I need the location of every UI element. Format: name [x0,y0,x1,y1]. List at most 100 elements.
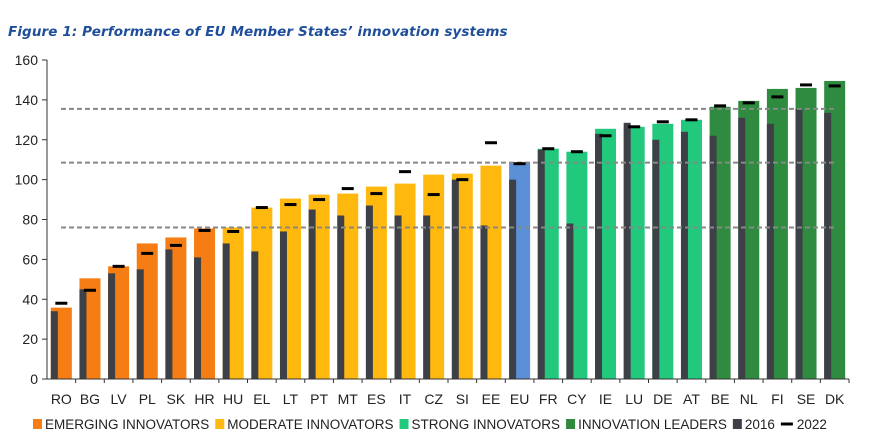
bar-2016-ee [480,225,488,379]
y-tick-label: 20 [22,331,38,347]
bar-2016-de [652,139,660,379]
legend-label-moderate: MODERATE INNOVATORS [227,417,393,432]
bar-2016-ie [595,133,603,379]
bar-2016-nl [738,117,746,379]
x-tick-label: SK [167,391,186,407]
reference-lines-layer [61,107,835,229]
marker-2022-nl [742,101,755,105]
marker-2022-es [370,192,383,196]
marker-2022-ee [484,141,497,145]
marker-2022-bg [83,288,96,292]
x-tick-label: FR [539,391,558,407]
bar-2016-hu [222,243,230,379]
bar-2016-el [251,251,259,379]
bar-2016-cz [423,215,431,379]
marker-2022-fr [542,147,555,151]
marker-2022-be [714,104,727,108]
bar-2016-be [709,135,717,379]
marker-2022-it [399,170,412,174]
bars-layer [50,80,846,380]
marker-2022-el [255,206,268,210]
legend-swatch-moderate [215,419,225,429]
y-tick-label: 140 [15,92,39,108]
marker-2022-dk [828,84,841,88]
x-tick-label: EE [482,391,501,407]
x-tick-label: LV [111,391,128,407]
y-tick-label: 40 [22,291,38,307]
marker-2022-lv [112,264,125,268]
legend-label-emerging: EMERGING INNOVATORS [45,417,209,432]
marker-2022-hu [227,229,240,233]
legend-swatch-emerging [33,419,42,429]
x-tick-label: LU [625,391,643,407]
bar-2016-se [795,108,803,380]
legend-swatch-leader [566,419,576,429]
x-tick-label: AT [683,391,700,407]
x-tick-label: CZ [424,391,443,407]
legend-label-leader: INNOVATION LEADERS [578,417,727,432]
bar-2016-hr [194,257,202,379]
x-tick-label: EU [510,391,529,407]
x-tick-label: NL [740,391,758,407]
x-tick-label: SI [456,391,469,407]
legend-label-bar2016: 2016 [745,417,775,432]
x-tick-label: DK [825,391,845,407]
marker-2022-si [456,178,469,182]
x-tick-label: FI [771,391,783,407]
x-tick-label: SE [797,391,816,407]
x-tick-label: CY [567,391,587,407]
legend-label-strong: STRONG INNOVATORS [412,417,561,432]
marker-2022-ie [599,134,612,138]
bar-2016-dk [824,112,832,379]
x-tick-label: RO [51,391,72,407]
x-tick-label: BG [80,391,100,407]
marker-2022-cz [427,193,440,197]
bar-2016-it [394,215,402,379]
legend-swatch-2022 [780,422,793,426]
x-tick-label: IE [599,391,612,407]
x-tick-label: HR [194,391,214,407]
x-tick-label: ES [367,391,386,407]
x-tick-label: BE [711,391,730,407]
bar-2016-bg [79,289,87,379]
marker-2022-sk [169,243,182,247]
bar-2016-sk [165,249,173,379]
bar-2016-mt [337,215,345,379]
x-tick-label: LT [283,391,299,407]
bar-2016-eu [509,179,517,379]
bar-2016-fi [766,123,774,379]
bar-2016-at [680,131,688,379]
bar-2016-lu [623,122,631,379]
legend-label-marker2022: 2022 [797,417,827,432]
bar-2016-fr [537,149,545,379]
bar-2016-si [451,179,459,379]
marker-2022-fi [771,95,784,99]
markers-layer [55,83,841,305]
x-tick-label: HU [223,391,243,407]
bar-2016-lv [108,273,116,379]
x-tick-label: PL [139,391,156,407]
y-tick-label: 100 [15,172,39,188]
y-tick-label: 60 [22,251,38,267]
marker-2022-lt [284,203,297,207]
marker-2022-at [685,118,698,122]
marker-2022-se [800,83,813,87]
marker-2022-ro [55,301,68,305]
bar-2016-pl [136,269,144,379]
x-axis: RO BG LV PL SK HR HU EL LT PT MT ES IT CZ SI EE EU FR CY IE… [47,378,850,407]
y-tick-label: 120 [15,132,39,148]
x-tick-label: IT [399,391,412,407]
marker-2022-hr [198,228,211,232]
marker-2022-de [656,120,669,124]
legend: EMERGING INNOVATORS MODERATE INNOVATORS ST… [33,417,827,432]
bar-2016-ro [50,311,58,379]
x-tick-label: MT [338,391,359,407]
marker-2022-pl [141,251,154,255]
marker-2022-eu [513,162,526,166]
y-tick-label: 80 [22,212,38,228]
x-tick-label: PT [310,391,328,407]
marker-2022-lu [628,125,641,129]
marker-2022-mt [341,187,354,191]
x-tick-label: DE [653,391,672,407]
